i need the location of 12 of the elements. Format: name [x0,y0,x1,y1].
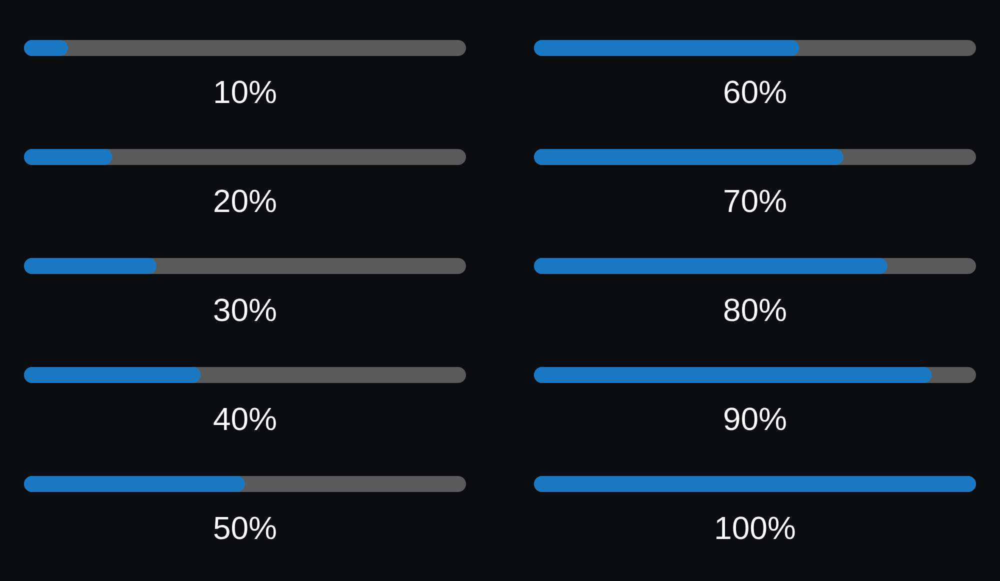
data-label: 40% [214,408,276,430]
data-label: 90% [724,408,786,430]
data-label: 10% [215,80,276,104]
data-label: 20% [214,190,276,212]
bar [24,148,112,165]
data-label: 70% [724,190,786,212]
data-label: 30% [214,298,276,322]
data-label: 80% [724,298,786,322]
data-label: 60% [724,80,786,104]
data-label: 100% [716,516,795,540]
data-label: 50% [214,516,276,540]
bar [24,258,157,274]
